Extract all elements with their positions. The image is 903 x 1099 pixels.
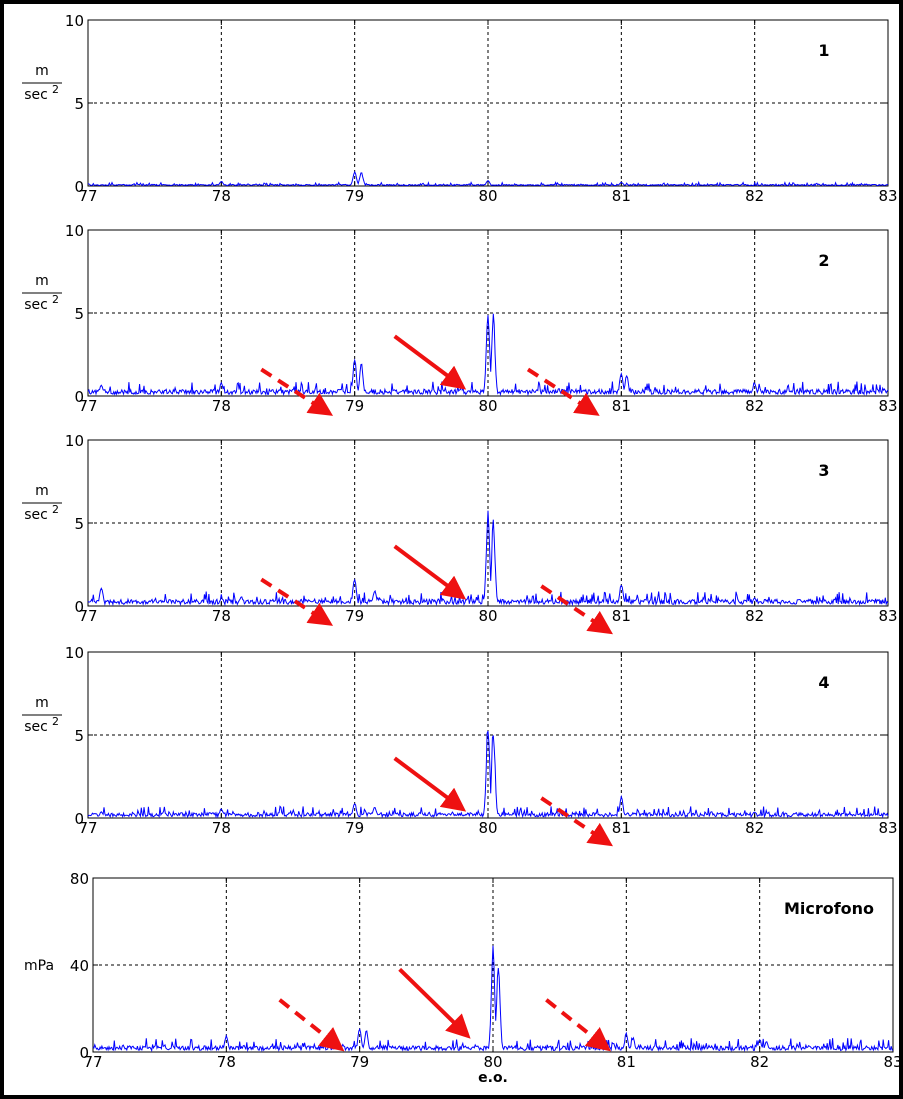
- y-tick-label: 40: [70, 957, 89, 975]
- x-tick-label: 77: [78, 187, 97, 205]
- solid-arrow: [398, 967, 471, 1039]
- x-tick-label: 79: [345, 187, 364, 205]
- x-tick-label: 80: [478, 187, 497, 205]
- ylabel-denominator: sec: [24, 87, 48, 103]
- ylabel-numerator: m: [35, 63, 49, 79]
- panel-label: Microfono: [784, 899, 874, 918]
- ylabel-denominator: sec: [24, 719, 48, 735]
- panel-label: 4: [818, 673, 829, 692]
- spectrum-line: [87, 730, 889, 819]
- ylabel-denominator: sec: [24, 507, 48, 523]
- panel-label: 2: [818, 251, 829, 270]
- x-tick-label: 82: [750, 1053, 769, 1071]
- x-tick-label: 83: [878, 187, 897, 205]
- x-tick-label: 83: [878, 397, 897, 415]
- y-tick-label: 0: [79, 1044, 89, 1062]
- solid-arrow: [393, 756, 467, 812]
- xlabel: e.o.: [478, 1070, 508, 1086]
- spectrum-line: [87, 170, 889, 187]
- dashed-arrow: [526, 367, 600, 416]
- y-tick-label: 80: [70, 870, 89, 888]
- x-tick-label: 81: [612, 397, 631, 415]
- x-tick-label: 83: [878, 607, 897, 625]
- x-tick-label: 83: [878, 819, 897, 837]
- dashed-arrow: [545, 998, 612, 1052]
- y-tick-label: 10: [65, 644, 84, 662]
- ylabel-exponent: 2: [52, 293, 59, 306]
- ylabel-exponent: 2: [52, 715, 59, 728]
- solid-arrow: [393, 544, 467, 600]
- ylabel: mPa: [24, 958, 54, 974]
- x-tick-label: 81: [612, 819, 631, 837]
- x-tick-label: 81: [617, 1053, 636, 1071]
- y-tick-label: 0: [74, 388, 84, 406]
- x-tick-label: 81: [612, 607, 631, 625]
- x-tick-label: 82: [745, 819, 764, 837]
- spectrum-line: [87, 313, 889, 397]
- x-tick-label: 79: [345, 397, 364, 415]
- panel-label: 1: [818, 41, 829, 60]
- dashed-arrow: [260, 577, 334, 626]
- ylabel-numerator: m: [35, 483, 49, 499]
- dashed-arrow: [260, 367, 334, 416]
- y-tick-label: 0: [74, 178, 84, 196]
- solid-arrow: [393, 334, 467, 390]
- x-tick-label: 77: [78, 397, 97, 415]
- dashed-arrow: [540, 584, 613, 635]
- panel-1: 77 78 79 80 81 82 83 0 5 10 m sec 2 1: [22, 12, 898, 205]
- x-tick-label: 79: [345, 819, 364, 837]
- x-tick-label: 78: [212, 397, 231, 415]
- y-tick-label: 10: [65, 432, 84, 450]
- dashed-arrow: [278, 998, 345, 1052]
- y-tick-label: 10: [65, 222, 84, 240]
- y-tick-label: 5: [74, 95, 84, 113]
- x-tick-label: 79: [345, 607, 364, 625]
- y-tick-label: 10: [65, 12, 84, 30]
- spectrum-line: [87, 510, 889, 607]
- x-tick-label: 82: [745, 607, 764, 625]
- y-tick-label: 0: [74, 598, 84, 616]
- y-tick-label: 0: [74, 810, 84, 828]
- spectrum-line: [92, 945, 894, 1053]
- y-tick-label: 5: [74, 727, 84, 745]
- x-tick-label: 82: [745, 187, 764, 205]
- x-tick-label: 79: [350, 1053, 369, 1071]
- y-tick-label: 5: [74, 305, 84, 323]
- x-tick-label: 78: [217, 1053, 236, 1071]
- ylabel-denominator: sec: [24, 297, 48, 313]
- panel-label: 3: [818, 461, 829, 480]
- x-tick-label: 77: [78, 607, 97, 625]
- y-tick-label: 5: [74, 515, 84, 533]
- x-tick-label: 80: [478, 607, 497, 625]
- x-tick-label: 78: [212, 607, 231, 625]
- panel-4: 77 78 79 80 81 82 83 0 5 10 m sec 2 4: [22, 644, 898, 847]
- x-tick-label: 83: [883, 1053, 902, 1071]
- panel-3: 77 78 79 80 81 82 83 0 5 10 m sec 2 3: [22, 432, 898, 635]
- x-tick-label: 81: [612, 187, 631, 205]
- dashed-arrow: [540, 796, 613, 847]
- x-tick-label: 77: [83, 1053, 102, 1071]
- ylabel-numerator: m: [35, 273, 49, 289]
- ylabel-exponent: 2: [52, 503, 59, 516]
- x-tick-label: 77: [78, 819, 97, 837]
- ylabel-numerator: m: [35, 695, 49, 711]
- ylabel-exponent: 2: [52, 83, 59, 96]
- x-tick-label: 80: [478, 397, 497, 415]
- panel-5: 77 78 79 80 81 82 83 0 40 80 mPa e.o. Microfono: [24, 870, 903, 1086]
- x-tick-label: 82: [745, 397, 764, 415]
- x-tick-label: 80: [483, 1053, 502, 1071]
- x-tick-label: 78: [212, 187, 231, 205]
- x-tick-label: 78: [212, 819, 231, 837]
- panel-2: 77 78 79 80 81 82 83 0 5 10 m sec 2 2: [22, 222, 898, 416]
- x-tick-label: 80: [478, 819, 497, 837]
